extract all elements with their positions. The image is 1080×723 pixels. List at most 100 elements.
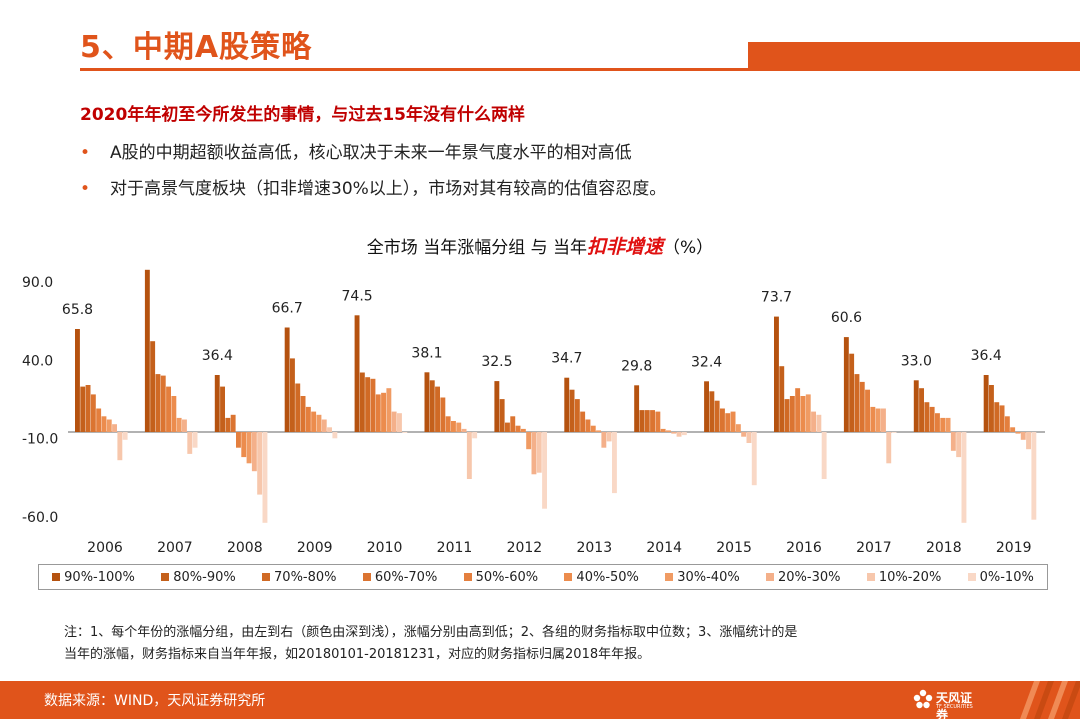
bar — [499, 399, 505, 432]
bar — [391, 411, 397, 432]
x-tick-label: 2014 — [646, 540, 682, 556]
bar — [494, 381, 500, 432]
bar — [386, 388, 392, 432]
bar — [999, 405, 1005, 432]
y-tick-label: -10.0 — [22, 432, 58, 448]
bullet-1-text: A股的中期超额收益高低，核心取决于未来一年景气度水平的相对高低 — [110, 143, 632, 163]
bar — [811, 411, 816, 432]
data-label: 34.7 — [551, 351, 582, 367]
x-tick-label: 2010 — [367, 540, 403, 556]
legend-label: 20%-30% — [778, 569, 841, 585]
bar — [854, 374, 860, 432]
bar — [961, 432, 967, 523]
x-tick-label: 2017 — [856, 540, 892, 556]
bar — [251, 432, 257, 472]
bar — [676, 432, 682, 437]
x-tick-label: 2007 — [157, 540, 193, 556]
bar — [805, 394, 811, 432]
bar — [714, 400, 720, 432]
y-tick-label: 40.0 — [22, 353, 53, 369]
bar — [1004, 416, 1010, 432]
bar — [365, 377, 371, 432]
bar — [461, 428, 467, 432]
data-label: 33.0 — [901, 353, 932, 369]
data-label: 32.4 — [691, 354, 722, 370]
bar — [80, 386, 86, 432]
bar — [725, 413, 731, 432]
bar — [472, 432, 478, 439]
bar — [515, 425, 521, 432]
bar — [236, 432, 241, 448]
section-subtitle: 2020年年初至今所发生的事情，与过去15年没有什么两样 — [80, 105, 525, 125]
footer-bar: 数据来源：WIND，天风证券研究所 天风证券 TF SECURITIES — [0, 681, 1080, 722]
bar — [85, 385, 91, 432]
bar — [359, 372, 365, 432]
bar — [526, 432, 532, 450]
legend-item: 30%-40% — [665, 570, 740, 585]
chart-title-suffix: （%） — [663, 238, 714, 258]
bar — [375, 394, 381, 432]
legend-swatch — [967, 573, 976, 581]
legend-item: 40%-50% — [564, 570, 639, 585]
bar — [800, 396, 806, 432]
bar — [681, 432, 687, 436]
bar — [730, 411, 736, 432]
legend-swatch — [362, 573, 371, 581]
bar — [241, 432, 247, 458]
bar — [580, 411, 586, 432]
bar — [881, 408, 886, 432]
bar — [214, 375, 220, 432]
bar — [225, 417, 231, 432]
bar — [940, 417, 946, 432]
bar — [171, 396, 177, 432]
footer-stripes-decoration — [1020, 681, 1080, 719]
legend-label: 60%-70% — [374, 569, 438, 585]
bar — [90, 394, 96, 432]
bar — [316, 414, 322, 432]
data-label: 103.6 — [127, 255, 167, 259]
bar — [122, 432, 128, 440]
bar — [429, 380, 435, 432]
chart-title: 全市场 当年涨幅分组 与 当年扣非增速（%） — [0, 232, 1080, 259]
legend-label: 10%-20% — [878, 569, 942, 585]
x-tick-label: 2015 — [716, 540, 752, 556]
legend-swatch — [52, 573, 61, 581]
bar — [230, 414, 236, 432]
legend-item: 10%-20% — [866, 569, 942, 585]
bar — [332, 432, 338, 439]
bar — [644, 410, 650, 432]
bullet-2-text: 对于高景气度板块（扣非增速30%以上），市场对其有较高的估值容忍度。 — [110, 179, 667, 199]
bar — [924, 402, 930, 432]
note-line-1: 注：1、每个年份的涨幅分组，由左到右（颜色由深到浅），涨幅分别由高到低；2、各组… — [64, 625, 798, 640]
bar — [510, 416, 516, 432]
bar — [187, 432, 193, 454]
x-tick-label: 2009 — [297, 540, 333, 556]
bar — [1031, 432, 1037, 520]
bar — [505, 422, 510, 432]
bar — [994, 402, 1000, 432]
bar — [849, 353, 855, 432]
legend-swatch — [866, 573, 875, 581]
bar — [709, 391, 715, 432]
x-tick-label: 2011 — [437, 540, 473, 556]
bullet-1: • A股的中期超额收益高低，核心取决于未来一年景气度水平的相对高低 — [80, 138, 632, 163]
bar — [456, 422, 462, 432]
bar — [935, 413, 940, 432]
bar — [520, 428, 526, 432]
bar — [891, 432, 897, 433]
bar — [606, 432, 612, 442]
bar — [746, 432, 752, 443]
bar — [735, 424, 741, 432]
x-tick-label: 2006 — [87, 540, 123, 556]
legend-item: 80%-90% — [161, 570, 236, 585]
bar — [370, 378, 376, 432]
bar — [574, 399, 580, 432]
legend-swatch — [161, 573, 170, 581]
legend-item: 70%-80% — [262, 570, 337, 585]
bar — [176, 417, 182, 432]
bar — [531, 432, 537, 475]
header-accent-block — [748, 42, 1080, 71]
bar — [1026, 432, 1031, 450]
data-label: 74.5 — [342, 288, 373, 304]
bar — [106, 419, 112, 432]
